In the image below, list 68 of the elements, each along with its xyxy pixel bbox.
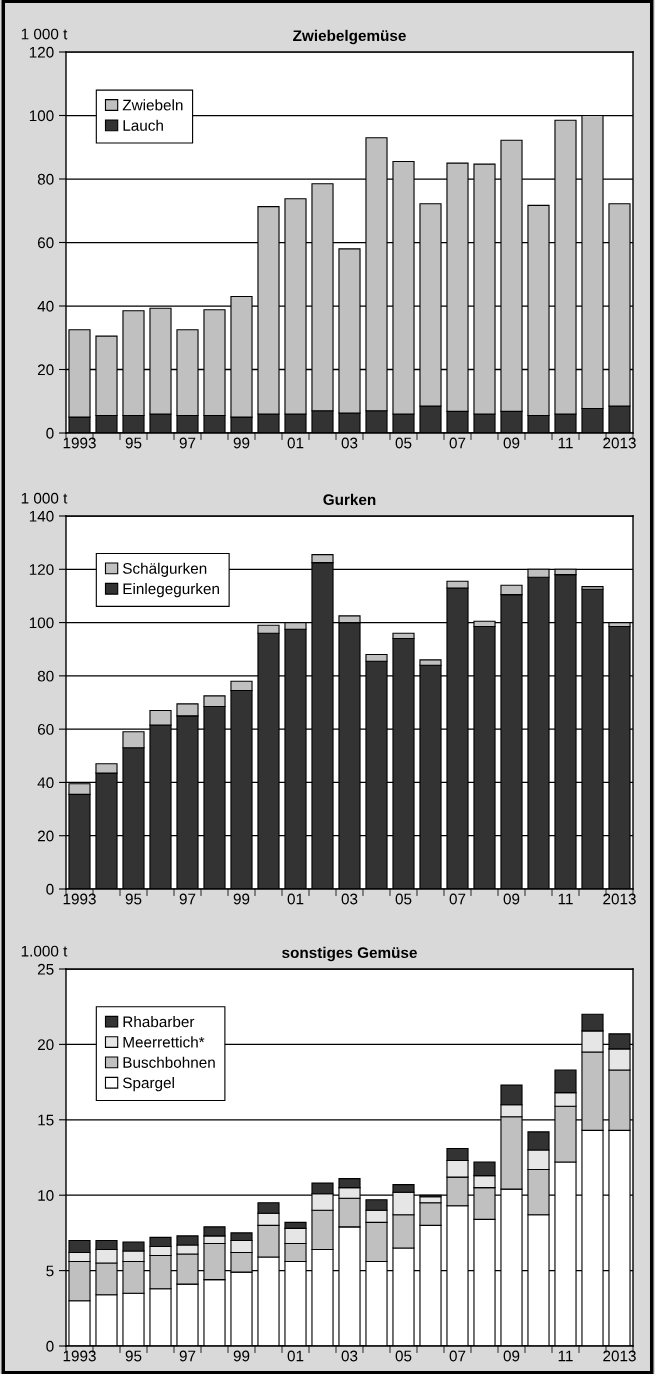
y-axis-title: 1 000 t (21, 492, 68, 504)
x-tick-label: 95 (125, 437, 142, 449)
y-tick-label: 80 (37, 173, 54, 185)
x-tick-label: 1993 (63, 1350, 96, 1362)
x-tick-label: 07 (449, 893, 466, 905)
x-tick-label: 09 (503, 437, 520, 449)
legend-label: Zwiebeln (122, 99, 183, 111)
y-tick-label: 140 (29, 510, 54, 522)
x-tick-label: 1993 (63, 437, 96, 449)
y-axis-title: 1 000 t (21, 28, 68, 40)
y-tick-label: 100 (29, 110, 54, 122)
legend-label: Spargel (122, 1077, 174, 1092)
y-tick-label: 20 (37, 364, 54, 376)
x-tick-label: 1993 (63, 893, 96, 905)
x-tick-label: 07 (449, 437, 466, 449)
y-tick-label: 120 (29, 46, 54, 58)
x-tick-label: 2013 (603, 1350, 636, 1362)
x-tick-label: 09 (503, 893, 520, 905)
x-tick-label: 97 (179, 1350, 196, 1362)
y-tick-label: 80 (37, 670, 54, 682)
legend-label: Meerrettich* (123, 1036, 205, 1048)
x-tick-label: 11 (558, 437, 573, 449)
x-tick-label: 09 (503, 1350, 520, 1362)
x-tick-label: 11 (558, 893, 573, 905)
legend-label: Schälgurken (122, 562, 207, 577)
x-tick-label: 2013 (603, 437, 636, 449)
y-axis-title: 1.000 t (21, 945, 68, 957)
x-tick-label: 97 (179, 437, 196, 449)
x-tick-label: 2013 (603, 893, 636, 905)
x-tick-label: 03 (341, 893, 358, 905)
legend-label: Rhabarber (123, 1015, 195, 1028)
y-tick-label: 10 (38, 1190, 54, 1201)
y-tick-label: 15 (38, 1114, 54, 1126)
x-tick-label: 01 (287, 437, 304, 449)
y-tick-label: 20 (37, 1039, 54, 1051)
x-tick-label: 03 (341, 1350, 358, 1362)
y-tick-label: 0 (46, 1340, 54, 1352)
y-tick-label: 100 (29, 617, 54, 629)
chart-title: Zwiebelgemüse (293, 29, 406, 45)
y-tick-label: 25 (37, 963, 54, 975)
x-tick-label: 99 (233, 437, 250, 449)
legend-label: Einlegegurken (123, 583, 219, 598)
x-tick-label: 95 (125, 1350, 142, 1362)
y-tick-label: 0 (46, 427, 54, 439)
x-tick-label: 99 (233, 1350, 250, 1362)
x-tick-label: 03 (341, 437, 358, 449)
x-tick-label: 01 (287, 1350, 304, 1362)
y-tick-label: 60 (37, 724, 54, 735)
chart-title: Gurken (323, 493, 376, 506)
legend-label: Buschbohnen (123, 1056, 215, 1068)
legend-label: Lauch (123, 119, 163, 131)
x-tick-label: 11 (558, 1350, 573, 1362)
x-tick-label: 07 (449, 1350, 466, 1362)
x-tick-label: 05 (395, 1350, 412, 1362)
x-tick-label: 99 (233, 893, 250, 905)
chart-title: sonstiges Gemüse (282, 946, 417, 962)
x-tick-label: 95 (125, 893, 142, 905)
y-tick-label: 40 (37, 300, 54, 312)
y-tick-label: 20 (37, 830, 54, 842)
y-tick-label: 60 (37, 237, 54, 249)
y-tick-label: 5 (46, 1265, 54, 1277)
y-tick-label: 120 (29, 564, 54, 575)
x-tick-label: 05 (395, 437, 412, 449)
x-tick-label: 97 (179, 893, 196, 905)
y-tick-label: 0 (46, 883, 54, 895)
x-tick-label: 01 (287, 893, 304, 905)
x-tick-label: 05 (395, 893, 412, 905)
y-tick-label: 40 (37, 777, 54, 789)
